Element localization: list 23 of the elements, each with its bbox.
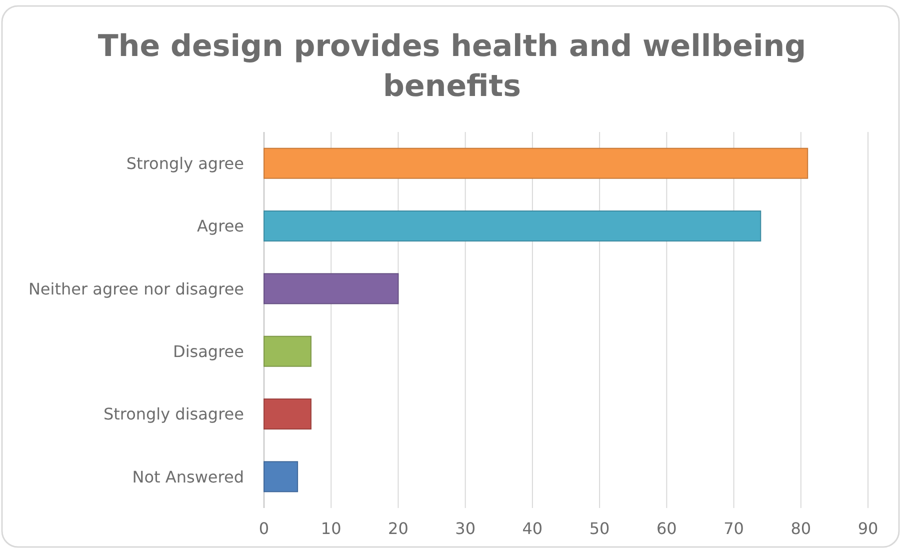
x-tick-label: 70 — [724, 519, 744, 538]
bar — [264, 461, 298, 492]
bar — [264, 273, 399, 304]
y-tick-label: Neither agree nor disagree — [28, 279, 244, 298]
x-tick-label: 50 — [589, 519, 610, 538]
x-tick-label: 20 — [388, 519, 408, 538]
chart-title: The design provides health and wellbeing benefits — [98, 29, 806, 104]
x-tick-label: 30 — [455, 519, 476, 538]
x-tick-label: 0 — [258, 519, 270, 538]
x-tick-label: 60 — [656, 519, 677, 538]
x-tick-label: 90 — [858, 519, 878, 538]
bar — [264, 210, 762, 242]
x-tick-label: 80 — [790, 519, 812, 538]
x-tick-label: 40 — [522, 519, 543, 538]
y-tick-label: Agree — [196, 216, 244, 236]
y-tick-label: Not Answered — [132, 467, 244, 486]
y-tick-label: Disagree — [173, 342, 244, 361]
y-tick-label: Strongly disagree — [103, 404, 244, 424]
x-tick-label: 10 — [320, 519, 342, 538]
y-tick-label: Strongly agree — [126, 154, 244, 173]
bar — [264, 148, 808, 179]
bar — [264, 398, 312, 430]
bar — [264, 336, 312, 367]
